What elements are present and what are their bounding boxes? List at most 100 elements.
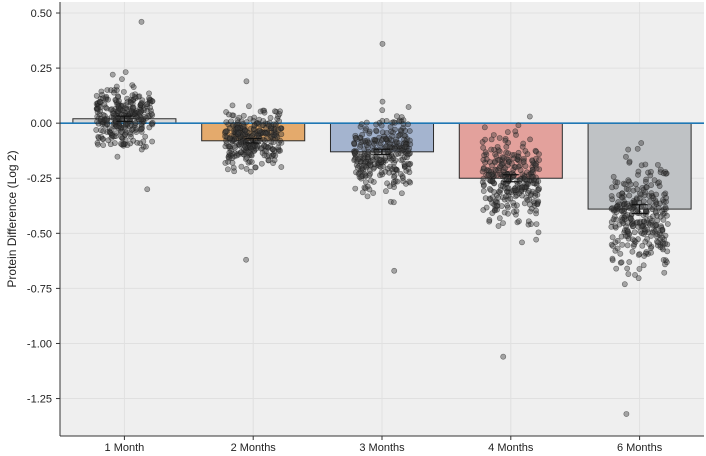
data-point xyxy=(391,159,398,166)
data-point xyxy=(262,138,269,144)
data-point xyxy=(103,117,110,123)
data-point xyxy=(533,180,540,186)
data-point xyxy=(278,164,285,170)
data-point xyxy=(103,96,109,103)
data-point xyxy=(379,117,386,124)
data-point xyxy=(111,140,118,146)
data-point xyxy=(395,118,402,125)
data-point xyxy=(99,121,106,128)
data-point xyxy=(118,140,124,147)
data-point xyxy=(379,98,386,105)
data-point xyxy=(129,104,136,111)
data-point xyxy=(612,223,619,230)
data-point xyxy=(272,108,278,115)
data-point xyxy=(238,163,245,170)
data-point xyxy=(100,142,107,149)
data-point xyxy=(524,189,531,196)
data-point xyxy=(109,71,116,78)
data-point xyxy=(403,180,409,187)
data-point xyxy=(646,198,653,205)
data-point xyxy=(370,190,377,196)
y-tick-label: -0.50 xyxy=(27,228,52,240)
data-point xyxy=(373,127,379,134)
data-point xyxy=(406,128,413,134)
data-point xyxy=(495,194,502,201)
data-point xyxy=(510,208,517,215)
data-point xyxy=(536,185,542,192)
data-point xyxy=(367,161,374,168)
data-point xyxy=(508,160,515,167)
data-point xyxy=(130,84,137,90)
data-point xyxy=(272,152,279,159)
data-point xyxy=(358,175,365,182)
data-point xyxy=(663,194,670,201)
data-point xyxy=(376,157,383,163)
data-point xyxy=(630,223,637,229)
data-point xyxy=(105,96,111,103)
data-point xyxy=(619,194,626,201)
data-point xyxy=(498,203,505,209)
data-point xyxy=(632,181,639,188)
data-point xyxy=(109,110,116,117)
data-point xyxy=(631,241,638,248)
data-point xyxy=(496,215,503,222)
data-point xyxy=(384,180,391,187)
data-point xyxy=(127,99,134,106)
data-point xyxy=(663,259,670,266)
data-point xyxy=(278,131,285,138)
data-point xyxy=(122,69,129,75)
data-point xyxy=(640,231,647,237)
data-point xyxy=(242,139,249,145)
data-point xyxy=(148,110,155,117)
data-point xyxy=(515,122,522,129)
data-point xyxy=(621,281,628,288)
data-point xyxy=(276,111,283,117)
y-tick-label: 0.25 xyxy=(31,63,52,75)
data-point xyxy=(372,136,379,143)
data-point xyxy=(252,164,259,171)
data-point xyxy=(275,146,282,153)
data-point xyxy=(270,139,277,146)
data-point xyxy=(245,149,252,156)
data-point xyxy=(397,127,404,134)
data-point xyxy=(144,186,151,193)
data-point xyxy=(635,252,642,258)
data-point xyxy=(650,213,656,220)
data-point xyxy=(609,196,616,203)
data-point xyxy=(267,143,273,150)
data-point xyxy=(235,129,242,136)
data-point xyxy=(502,137,509,144)
data-point xyxy=(530,169,536,176)
data-point xyxy=(225,158,231,165)
data-point xyxy=(661,191,668,198)
data-point xyxy=(515,149,522,156)
data-point xyxy=(532,147,539,154)
data-point xyxy=(500,220,506,227)
data-point xyxy=(483,204,490,211)
data-point xyxy=(619,241,626,248)
data-point xyxy=(628,215,634,222)
data-point xyxy=(406,137,413,144)
data-point xyxy=(613,216,620,223)
data-point xyxy=(490,132,497,138)
data-point xyxy=(662,204,669,211)
data-point xyxy=(654,161,661,168)
data-point xyxy=(653,233,660,240)
data-point xyxy=(511,187,518,194)
data-point xyxy=(378,137,385,143)
error-bars xyxy=(116,115,648,215)
y-axis-title: Protein Difference (Log 2) xyxy=(5,150,19,287)
data-point xyxy=(383,188,389,195)
data-point xyxy=(351,156,358,162)
data-point xyxy=(653,226,660,233)
data-point xyxy=(226,135,233,142)
data-point xyxy=(662,240,669,247)
data-point xyxy=(660,170,667,177)
data-point xyxy=(622,233,629,239)
x-tick-label: 1 Month xyxy=(105,442,145,454)
data-point xyxy=(504,202,511,209)
data-point xyxy=(271,157,278,164)
data-point xyxy=(273,121,279,128)
data-point xyxy=(371,141,378,147)
y-ticks: 0.50 0.25 0.00 -0.25 -0.50 -0.75 -1.00 -1.25 xyxy=(27,8,60,406)
